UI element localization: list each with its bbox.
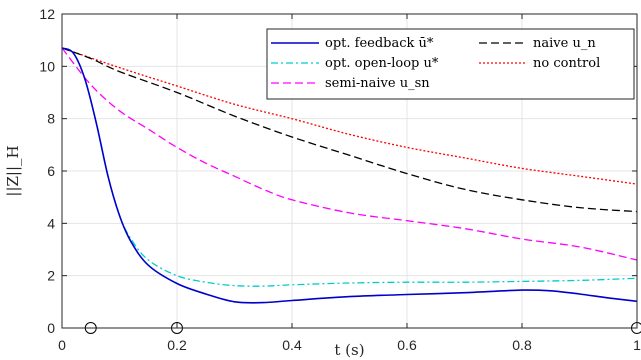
series-line-0 (61, 47, 638, 304)
legend-box (266, 28, 635, 100)
series-line-1 (61, 47, 638, 287)
legend-label: no control (533, 56, 600, 71)
y-tick-label: 0 (47, 320, 55, 336)
y-tick-label: 6 (47, 163, 55, 179)
legend: opt. feedback ū* opt. open-loop u* semi-na… (266, 28, 635, 100)
y-tick-label: 8 (47, 111, 55, 127)
x-tick-label: 0.8 (512, 337, 532, 353)
x-tick-label: 0.6 (397, 337, 417, 353)
legend-label: naive u_n (533, 36, 596, 51)
legend-label: opt. feedback ū* (325, 36, 434, 51)
y-tick-label: 4 (47, 215, 55, 231)
legend-label: semi-naive u_sn (325, 76, 430, 91)
y-tick-label: 12 (39, 6, 55, 22)
x-tick-label: 0.4 (282, 337, 302, 353)
series-line-3 (61, 47, 638, 213)
x-axis-label: t (s) (334, 341, 364, 359)
series-layer (61, 47, 638, 304)
legend-label: opt. open-loop u* (325, 56, 439, 71)
y-tick-label: 2 (47, 268, 55, 284)
x-tick-label: 0.2 (167, 337, 187, 353)
y-axis-label: ||Z||_H (4, 145, 22, 196)
series-line-4 (61, 47, 638, 185)
series-line-2 (61, 47, 638, 261)
y-tick-label: 10 (39, 58, 55, 74)
x-tick-label: 0 (58, 337, 66, 353)
x-tick-label: 1 (633, 337, 641, 353)
